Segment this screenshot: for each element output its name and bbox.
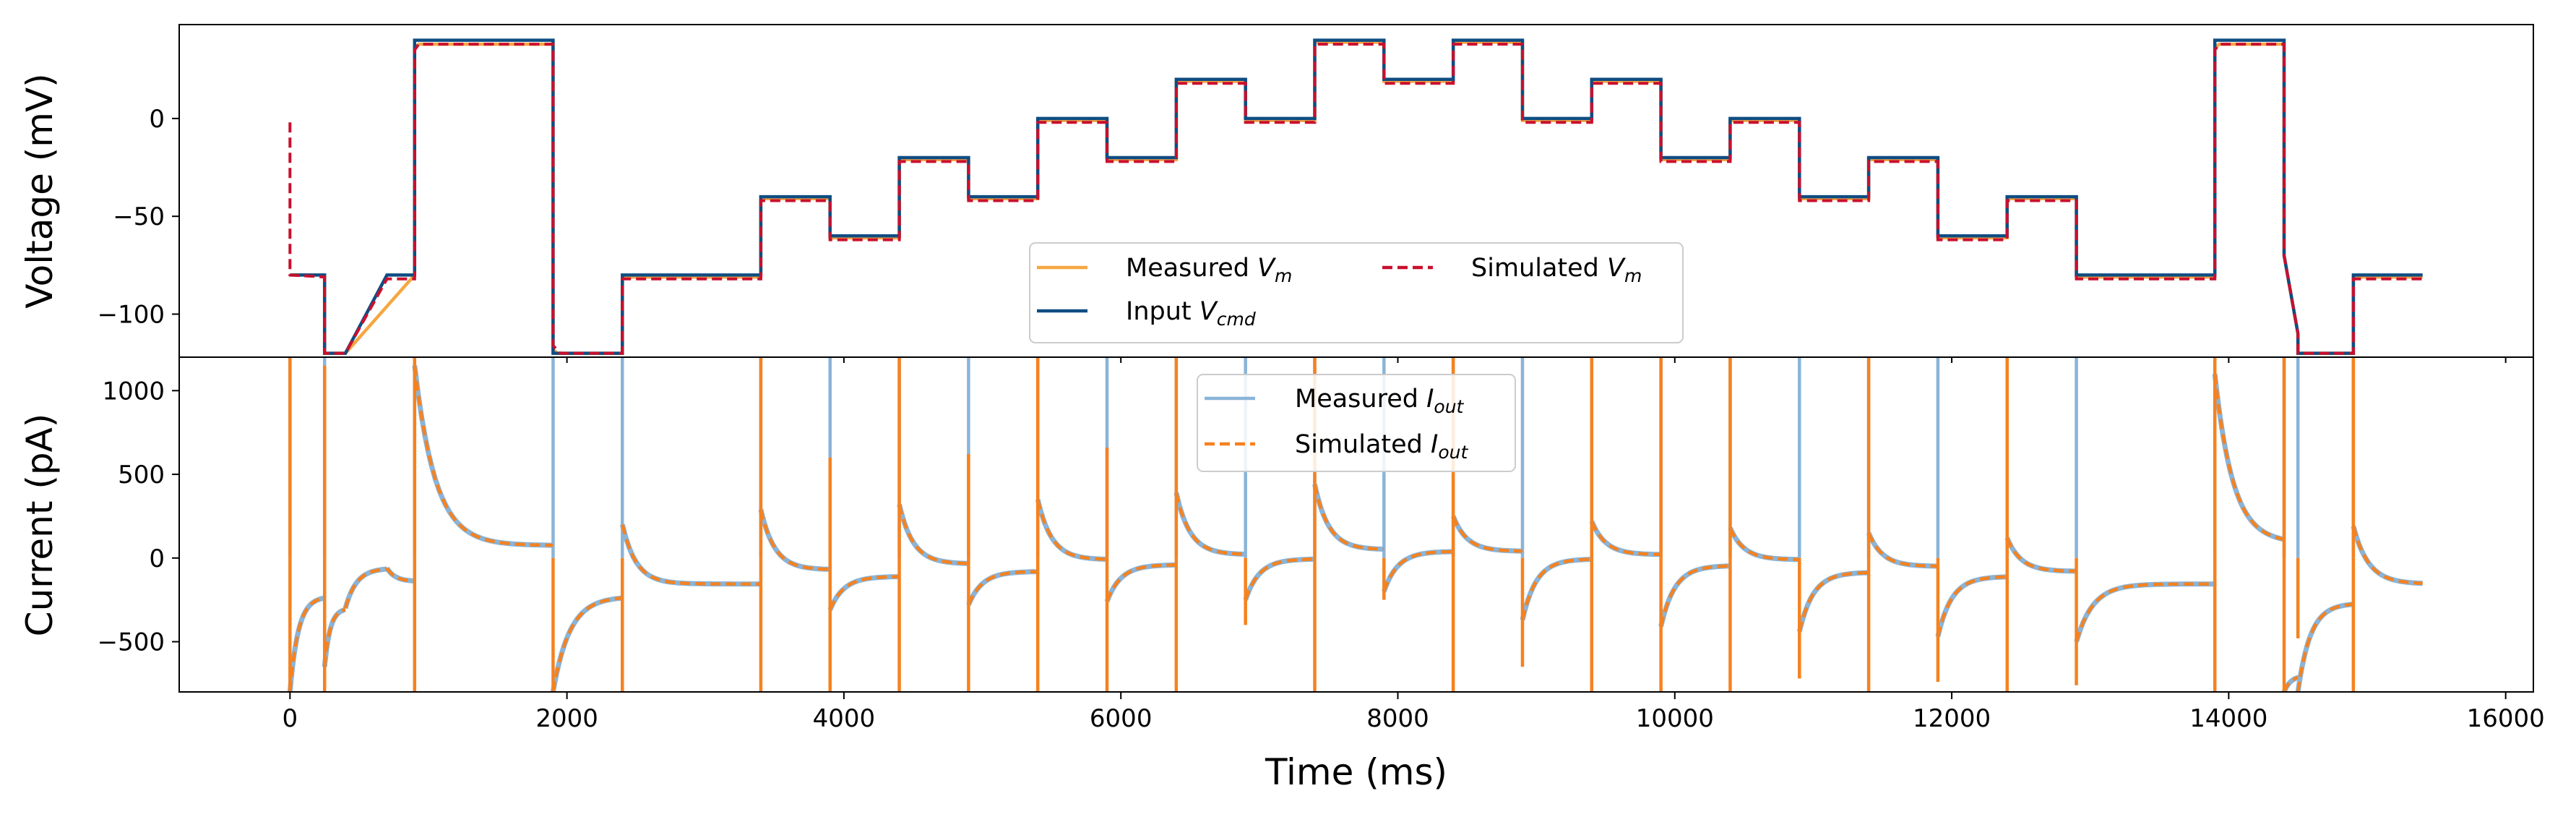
- x-tick-label: 14000: [2189, 704, 2267, 733]
- x-tick-label: 10000: [1636, 704, 1714, 733]
- x-tick-label: 2000: [535, 704, 598, 733]
- x-axis-title: Time (ms): [1265, 751, 1447, 793]
- voltage-panel: 0 −50 −100 Voltage (mV) Measured Vm Input …: [19, 25, 2533, 363]
- voltage-legend: Measured Vm Input Vcmd Simulated Vm: [1030, 243, 1683, 343]
- y-tick-label: −500: [98, 628, 165, 657]
- y-tick-label: 0: [149, 105, 165, 134]
- y-tick-label: 0: [149, 544, 165, 573]
- current-y-ticks: 1000 500 0 −500: [98, 377, 179, 656]
- current-x-ticks: 0 2000 4000 6000 8000 10000 12000 14000 16000: [282, 692, 2544, 733]
- y-tick-label: −100: [98, 300, 165, 329]
- x-tick-label: 4000: [813, 704, 876, 733]
- x-tick-label: 16000: [2467, 704, 2545, 733]
- y-tick-label: 500: [118, 461, 165, 489]
- x-tick-label: 0: [282, 704, 298, 733]
- x-tick-label: 12000: [1913, 704, 1991, 733]
- y-tick-label: −50: [113, 202, 165, 231]
- current-legend: Measured Iout Simulated Iout: [1197, 375, 1515, 471]
- y-tick-label: 1000: [102, 377, 165, 406]
- voltage-y-ticks: 0 −50 −100: [98, 105, 179, 330]
- x-tick-label: 6000: [1090, 704, 1153, 733]
- current-y-axis-title: Current (pA): [19, 414, 61, 637]
- legend-label-measured-vm: Measured Vm: [1126, 254, 1292, 286]
- x-tick-label: 8000: [1366, 704, 1429, 733]
- legend-label-simulated-vm: Simulated Vm: [1471, 254, 1642, 286]
- current-panel: 1000 500 0 −500 0 2000 4000 6000 8000 10000 12000…: [19, 357, 2545, 793]
- voltage-y-axis-title: Voltage (mV): [19, 73, 61, 308]
